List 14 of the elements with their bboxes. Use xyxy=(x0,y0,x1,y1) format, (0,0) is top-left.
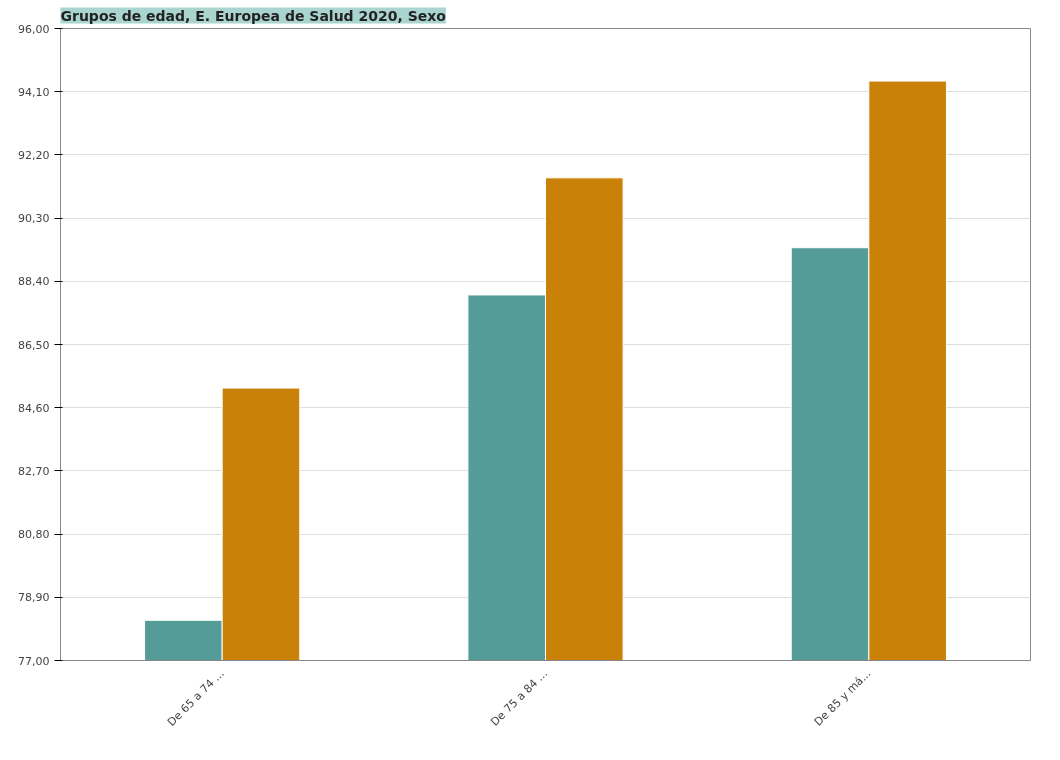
y-tick-label: 86,50 xyxy=(18,338,50,352)
y-tick-label: 78,90 xyxy=(18,591,50,605)
y-tick-label: 96,00 xyxy=(18,22,50,36)
y-tick-label: 84,60 xyxy=(18,401,50,415)
y-tick-label: 90,30 xyxy=(18,212,50,226)
y-tick-label: 92,20 xyxy=(18,148,50,162)
chart-title: Grupos de edad, E. Europea de Salud 2020, Sexo xyxy=(60,7,447,24)
y-tick-label: 77,00 xyxy=(18,654,50,668)
y-tick-label: 82,70 xyxy=(18,464,50,478)
y-tick-label: 80,80 xyxy=(18,528,50,542)
x-tick-label: De 75 a 84 ... xyxy=(488,666,551,729)
y-tick-label: 94,10 xyxy=(18,85,50,99)
x-tick-label: De 65 a 74 ... xyxy=(164,666,227,729)
y-tick-label: 88,40 xyxy=(18,275,50,289)
